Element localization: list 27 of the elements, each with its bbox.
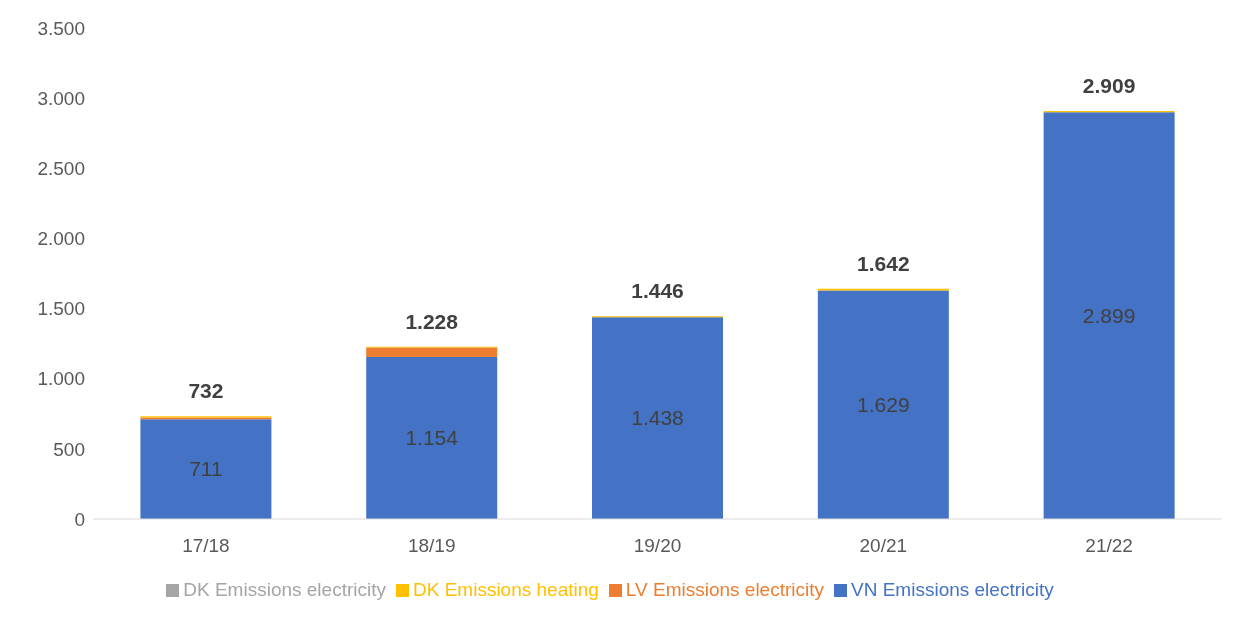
x-tick-label: 20/21 (859, 535, 908, 557)
total-label: 1.446 (631, 279, 684, 303)
y-tick-label: 0 (74, 508, 85, 530)
legend-label: VN Emissions electricity (851, 579, 1054, 600)
data-label: 711 (189, 457, 223, 481)
x-tick-label: 18/19 (407, 535, 456, 557)
y-tick-label: 500 (53, 438, 85, 460)
y-tick-label: 3.500 (37, 17, 85, 39)
x-tick-label: 19/20 (633, 535, 682, 557)
x-tick-label: 17/18 (182, 535, 230, 557)
y-tick-label: 3.000 (37, 87, 85, 109)
data-label: 1.438 (631, 406, 684, 430)
data-label: 1.154 (405, 426, 459, 450)
y-tick-label: 2.500 (37, 158, 85, 180)
y-tick-label: 1.000 (37, 368, 85, 390)
legend-label: LV Emissions electricity (625, 579, 825, 600)
x-tick-label: 21/22 (1085, 535, 1133, 557)
data-label: 1.629 (857, 392, 910, 416)
total-label: 2.909 (1082, 73, 1136, 97)
y-tick-label: 2.000 (37, 228, 85, 250)
y-tick-label: 1.500 (37, 298, 85, 320)
legend-label: DK Emissions electricity (183, 579, 386, 600)
legend-label: DK Emissions heating (412, 579, 599, 600)
total-label: 1.642 (857, 251, 910, 275)
total-label: 732 (188, 379, 224, 403)
total-label: 1.228 (405, 309, 459, 333)
data-label: 2.899 (1082, 303, 1136, 327)
